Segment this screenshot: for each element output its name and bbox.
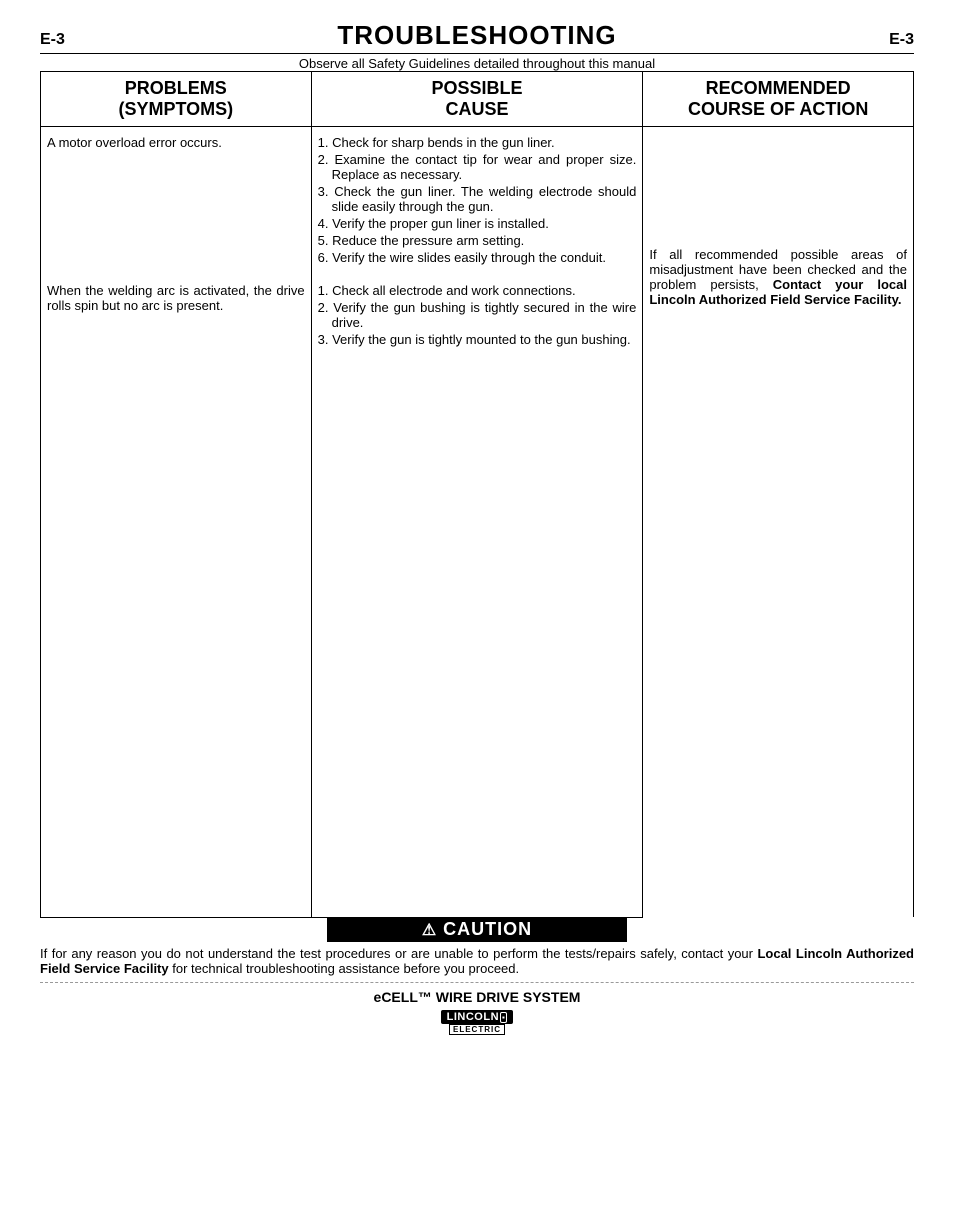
page-title: TROUBLESHOOTING xyxy=(337,20,616,51)
cause-item: 5. Reduce the pressure arm setting. xyxy=(318,233,637,248)
problem-cell: A motor overload error occurs. xyxy=(41,127,312,276)
product-name: eCELL™ WIRE DRIVE SYSTEM xyxy=(40,989,914,1005)
table-row: A motor overload error occurs. 1. Check … xyxy=(41,127,914,276)
table-header-row: PROBLEMS (SYMPTOMS) POSSIBLE CAUSE RECOM… xyxy=(41,72,914,127)
cause-item: 1. Check all electrode and work connecti… xyxy=(318,283,637,298)
warning-icon: ⚠ xyxy=(422,922,437,939)
header-cause: POSSIBLE CAUSE xyxy=(311,72,643,127)
page-code-right: E-3 xyxy=(889,31,914,49)
caution-text: If for any reason you do not understand … xyxy=(40,946,914,983)
cause-cell: 1. Check all electrode and work connecti… xyxy=(311,275,643,357)
problem-cell: When the welding arc is activated, the d… xyxy=(41,275,312,357)
cause-cell: 1. Check for sharp bends in the gun line… xyxy=(311,127,643,276)
action-cell: If all recommended possible areas of mis… xyxy=(643,127,914,918)
logo-main: LINCOLN▪ xyxy=(441,1010,514,1024)
logo-sub: ELECTRIC xyxy=(449,1024,505,1035)
page-header: E-3 TROUBLESHOOTING E-3 xyxy=(40,20,914,54)
cause-item: 1. Check for sharp bends in the gun line… xyxy=(318,135,637,150)
cause-item: 3. Check the gun liner. The welding elec… xyxy=(318,184,637,214)
page-code-left: E-3 xyxy=(40,31,65,49)
cause-item: 3. Verify the gun is tightly mounted to … xyxy=(318,332,637,347)
header-action: RECOMMENDED COURSE OF ACTION xyxy=(643,72,914,127)
brand-logo: LINCOLN▪ ELECTRIC xyxy=(40,1007,914,1035)
cause-item: 2. Verify the gun bushing is tightly sec… xyxy=(318,300,637,330)
safety-guideline-text: Observe all Safety Guidelines detailed t… xyxy=(40,56,914,71)
header-problems: PROBLEMS (SYMPTOMS) xyxy=(41,72,312,127)
cause-item: 4. Verify the proper gun liner is instal… xyxy=(318,216,637,231)
cause-item: 6. Verify the wire slides easily through… xyxy=(318,250,637,265)
troubleshooting-table: PROBLEMS (SYMPTOMS) POSSIBLE CAUSE RECOM… xyxy=(40,71,914,918)
cause-item: 2. Examine the contact tip for wear and … xyxy=(318,152,637,182)
caution-banner: ⚠ CAUTION xyxy=(327,917,627,942)
caution-label: CAUTION xyxy=(443,919,532,939)
